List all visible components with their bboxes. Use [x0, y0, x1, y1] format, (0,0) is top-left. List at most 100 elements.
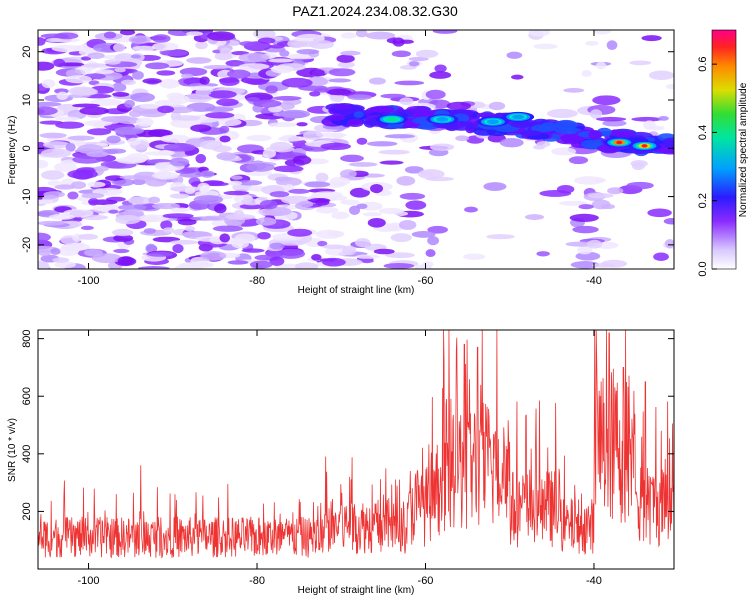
noise-blob: [145, 177, 168, 187]
noise-blob: [425, 89, 446, 100]
noise-blob: [72, 103, 100, 108]
noise-blob: [287, 228, 313, 237]
noise-blob: [139, 103, 160, 109]
noise-blob: [348, 162, 378, 167]
noise-blob: [126, 153, 149, 163]
noise-blob: [38, 249, 52, 257]
y-tick-label: -10: [21, 189, 33, 205]
colorbar-tick-label: 0.6: [697, 56, 709, 71]
noise-blob: [272, 95, 302, 101]
noise-blob: [568, 156, 589, 165]
noise-blob: [315, 132, 348, 138]
noise-blob: [159, 78, 180, 89]
noise-blob: [174, 264, 204, 269]
ridge-blob: [554, 119, 578, 130]
ridge-blob: [659, 147, 674, 155]
noise-blob: [570, 261, 600, 269]
noise-blob: [214, 203, 227, 214]
noise-blob: [186, 102, 216, 112]
noise-blob: [185, 31, 204, 37]
noise-blob: [67, 169, 98, 179]
noise-blob: [72, 155, 103, 164]
noise-blob: [67, 135, 95, 141]
noise-blob: [54, 184, 76, 190]
noise-blob: [246, 78, 268, 86]
noise-blob: [408, 61, 420, 67]
noise-blob: [427, 225, 448, 234]
noise-blob: [294, 262, 319, 269]
snr-frame: [37, 329, 675, 570]
spectral-peak: [436, 116, 449, 122]
ridge-blob: [613, 130, 636, 138]
noise-blob: [47, 180, 61, 187]
noise-blob: [86, 151, 109, 158]
noise-blob: [427, 236, 440, 246]
noise-blob: [195, 41, 208, 50]
noise-blob: [425, 176, 454, 182]
noise-blob: [72, 87, 99, 96]
noise-blob: [405, 200, 427, 210]
y-tick-label: 20: [21, 46, 33, 58]
ridge-blob: [511, 121, 535, 128]
noise-blob: [146, 251, 173, 257]
noise-blob: [38, 61, 55, 71]
noise-blob: [38, 106, 58, 116]
noise-blob: [411, 230, 436, 238]
noise-blob: [649, 125, 665, 131]
noise-blob: [145, 243, 157, 254]
noise-blob: [78, 233, 99, 240]
noise-blob: [483, 182, 507, 191]
noise-blob: [54, 32, 79, 40]
x-tick-label: -80: [249, 575, 265, 587]
noise-blob: [296, 122, 308, 127]
noise-blob: [205, 112, 235, 119]
noise-blob: [186, 57, 212, 64]
noise-blob: [384, 134, 416, 139]
noise-blob: [225, 214, 256, 220]
noise-blob: [434, 64, 447, 73]
noise-blob: [366, 141, 398, 147]
noise-blob: [80, 225, 94, 231]
noise-blob: [536, 251, 550, 257]
noise-blob: [120, 79, 136, 86]
noise-blob: [581, 70, 592, 77]
noise-blob: [408, 56, 429, 62]
noise-blob: [292, 155, 312, 165]
noise-blob: [356, 203, 368, 210]
colorbar-tick-label: 0.4: [697, 125, 709, 140]
colorbar-tick-label: 0.2: [697, 193, 709, 208]
colorbar-gradient: [711, 29, 737, 270]
noise-blob: [43, 191, 66, 198]
noise-blob: [230, 175, 243, 180]
noise-blob: [304, 181, 331, 188]
noise-blob: [558, 200, 588, 206]
noise-blob: [196, 90, 212, 96]
noise-blob: [160, 49, 189, 57]
noise-blob: [128, 110, 143, 118]
spectrogram-ylabel: Frequency (Hz): [7, 116, 18, 185]
noise-blob: [393, 211, 409, 216]
noise-blob: [159, 134, 191, 143]
noise-blob: [488, 101, 506, 111]
noise-blob: [317, 240, 328, 247]
noise-blob: [61, 243, 91, 251]
noise-blob: [591, 263, 615, 268]
noise-blob: [577, 245, 593, 255]
noise-blob: [38, 37, 46, 46]
noise-blob: [383, 263, 415, 269]
noise-blob: [86, 128, 112, 136]
noise-blob: [664, 238, 674, 249]
noise-blob: [223, 190, 250, 196]
noise-blob: [286, 53, 315, 59]
noise-blob: [340, 32, 357, 39]
noise-blob: [631, 116, 662, 122]
noise-blob: [596, 116, 627, 122]
noise-blob: [601, 203, 615, 210]
noise-blob: [80, 63, 112, 68]
noise-blob: [399, 192, 426, 200]
noise-blob: [340, 199, 360, 205]
colorbar-tick-label: 0.0: [697, 261, 709, 276]
